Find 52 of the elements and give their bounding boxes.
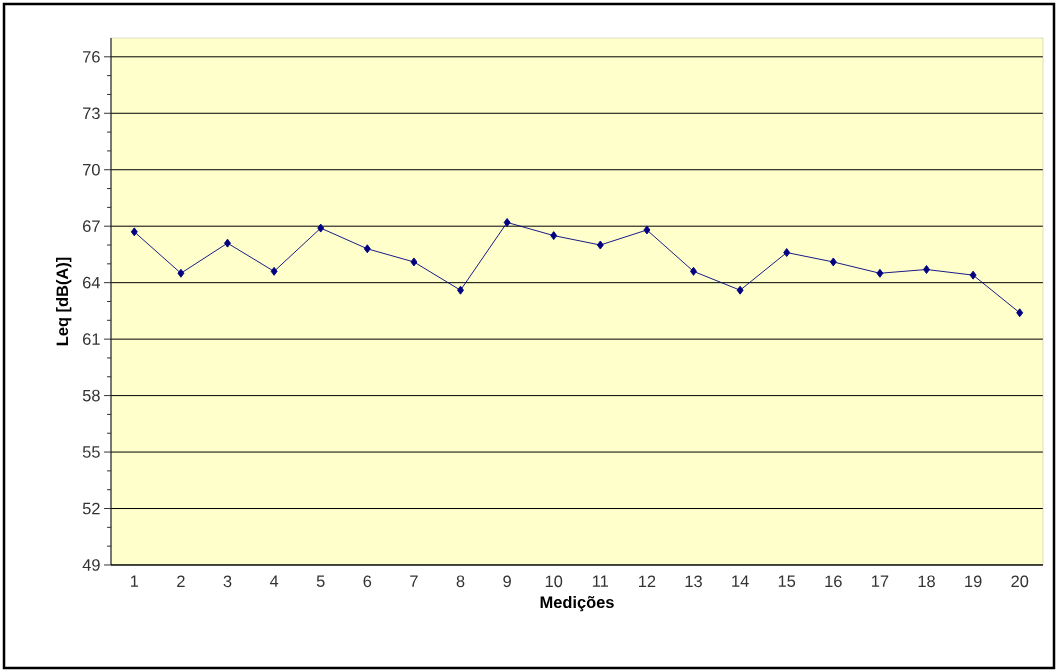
x-tick-label: 15	[778, 575, 796, 587]
y-tick-label: 64	[83, 276, 100, 289]
point	[923, 265, 930, 274]
point	[783, 248, 791, 257]
x-tick-label: 10	[545, 575, 563, 588]
point	[177, 268, 185, 278]
x-tick-label: 13	[685, 575, 702, 588]
y-tick-label: 73	[83, 107, 100, 120]
x-tick-label: 16	[825, 575, 842, 588]
y-tick-label: 76	[83, 50, 100, 63]
point	[736, 285, 744, 295]
point	[130, 227, 138, 237]
x-tick-label: 1	[130, 575, 139, 587]
x-tick-label: 7	[410, 575, 418, 587]
y-tick-label: 67	[83, 220, 100, 233]
point	[503, 217, 511, 227]
x-tick-label: 17	[872, 575, 889, 587]
point	[643, 225, 651, 235]
x-tick-label: 12	[639, 575, 656, 587]
y-tick-label: 55	[82, 446, 100, 458]
point	[410, 257, 418, 267]
point	[363, 244, 371, 254]
y-tick-label: 70	[83, 163, 100, 176]
x-tick-label: 8	[456, 575, 465, 588]
point	[550, 231, 558, 241]
point	[876, 268, 884, 278]
y-tick-label: 52	[82, 502, 100, 515]
y-axis-title: Leq [dB(A)]	[56, 257, 72, 346]
point	[317, 223, 325, 233]
x-tick-label: 5	[316, 575, 325, 587]
y-tick-label: 49	[82, 559, 100, 571]
x-tick-label: 14	[732, 575, 749, 587]
y-tick-label: 61	[83, 333, 100, 345]
x-tick-label: 18	[918, 575, 935, 588]
point	[224, 238, 231, 248]
x-tick-label: 2	[177, 575, 185, 587]
x-tick-label: 11	[593, 575, 609, 587]
x-tick-label: 6	[363, 575, 372, 588]
point	[596, 240, 604, 250]
x-tick-label: 3	[223, 575, 232, 588]
x-tick-label: 20	[1011, 575, 1029, 588]
x-tick-label: 9	[503, 575, 511, 588]
x-tick-label: 4	[269, 575, 279, 587]
point	[457, 285, 464, 295]
x-axis-title: Medições	[540, 595, 614, 612]
point	[829, 257, 837, 267]
point	[969, 270, 977, 280]
x-tick-label: 19	[965, 575, 982, 588]
point	[690, 266, 697, 276]
point	[270, 266, 278, 276]
point	[1016, 308, 1024, 318]
y-tick-label: 58	[82, 389, 100, 402]
